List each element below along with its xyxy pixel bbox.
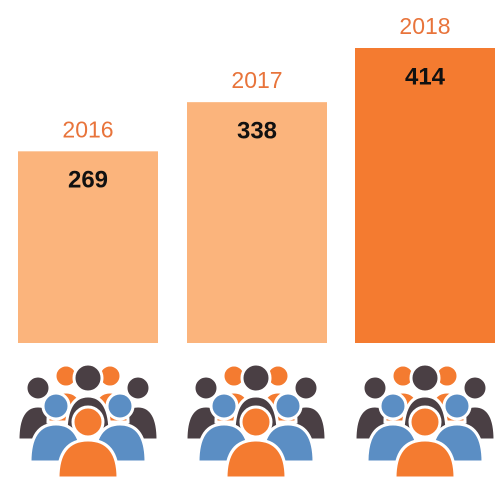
- year-label: 2018: [399, 13, 450, 39]
- bar: [187, 102, 327, 343]
- crowd-icon: [354, 362, 496, 478]
- bar: [18, 151, 158, 343]
- value-label: 414: [405, 63, 446, 90]
- crowd-icon: [17, 362, 159, 478]
- crowd-icon: [185, 362, 327, 478]
- year-label: 2017: [231, 67, 282, 93]
- value-label: 338: [237, 117, 277, 144]
- bar: [355, 48, 495, 343]
- year-label: 2016: [62, 116, 113, 142]
- value-label: 269: [68, 167, 108, 194]
